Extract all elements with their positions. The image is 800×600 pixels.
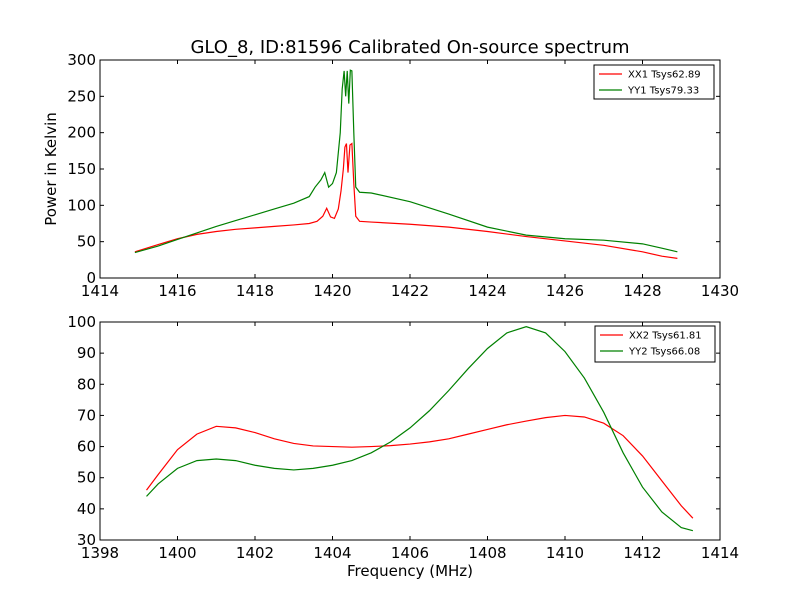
y-tick-label: 150 bbox=[67, 160, 96, 178]
top-plot-area: 1414 1416 1418 1420 1422 1424 1426 1428 1430 0 50 1… bbox=[67, 51, 739, 300]
x-tick-label: 1398 bbox=[81, 544, 119, 562]
x-tick-label: 1424 bbox=[468, 282, 506, 300]
x-tick-label: 1410 bbox=[546, 544, 584, 562]
bottom-plot-area: 1398 1400 1402 1404 1406 1408 1410 1412 1414 30 40… bbox=[67, 313, 739, 562]
series-line-yy1 bbox=[134, 69, 678, 254]
x-tick-label: 1408 bbox=[468, 544, 506, 562]
x-tick-label: 1416 bbox=[158, 282, 196, 300]
x-tick-label: 1414 bbox=[81, 282, 119, 300]
y-tick-label: 70 bbox=[77, 406, 96, 424]
legend-label: YY2 Tsys66.08 bbox=[628, 347, 700, 358]
legend-label: YY1 Tsys79.33 bbox=[627, 86, 699, 97]
series-line-xx1 bbox=[134, 142, 678, 259]
x-tick-label: 1406 bbox=[391, 544, 429, 562]
x-tick-label: 1402 bbox=[236, 544, 274, 562]
x-tick-label: 1422 bbox=[391, 282, 429, 300]
x-tick-label: 1420 bbox=[313, 282, 351, 300]
x-tick-label: 1400 bbox=[158, 544, 196, 562]
series-line-yy2 bbox=[146, 326, 694, 532]
x-tick-label: 1430 bbox=[701, 282, 739, 300]
y-tick-label: 100 bbox=[67, 313, 96, 331]
y-tick-label: 60 bbox=[77, 438, 96, 456]
legend: XX2 Tsys61.81 YY2 Tsys66.08 bbox=[594, 325, 716, 363]
legend-label: XX1 Tsys62.89 bbox=[628, 70, 701, 81]
x-tick-label: 1412 bbox=[623, 544, 661, 562]
y-tick-label: 300 bbox=[67, 51, 96, 69]
bottom-panel: Frequency (MHz) 1398 1400 1402 1404 1406 1408… bbox=[67, 313, 739, 580]
y-axis-label-top: Power in Kelvin bbox=[42, 112, 60, 226]
y-tick-label: 90 bbox=[77, 344, 96, 362]
x-tick-label: 1418 bbox=[236, 282, 274, 300]
legend-box bbox=[593, 64, 715, 100]
y-tick-label: 50 bbox=[77, 469, 96, 487]
top-panel: GLO_8, ID:81596 Calibrated On-source spe… bbox=[42, 37, 739, 300]
y-tick-label: 50 bbox=[77, 233, 96, 251]
y-tick-label: 200 bbox=[67, 124, 96, 142]
x-tick-label: 1414 bbox=[701, 544, 739, 562]
legend-label: XX2 Tsys61.81 bbox=[629, 331, 702, 342]
x-tick-label: 1404 bbox=[313, 544, 351, 562]
x-tick-label: 1428 bbox=[623, 282, 661, 300]
y-tick-label: 250 bbox=[67, 87, 96, 105]
y-tick-label: 30 bbox=[77, 531, 96, 549]
x-tick-label: 1426 bbox=[546, 282, 584, 300]
x-axis-label-bottom: Frequency (MHz) bbox=[347, 562, 473, 580]
y-tick-label: 40 bbox=[77, 500, 96, 518]
y-tick-label: 80 bbox=[77, 375, 96, 393]
y-tick-label: 100 bbox=[67, 196, 96, 214]
y-tick-label: 0 bbox=[86, 269, 96, 287]
chart-title: GLO_8, ID:81596 Calibrated On-source spe… bbox=[190, 37, 629, 58]
legend-box bbox=[594, 325, 716, 363]
legend: XX1 Tsys62.89 YY1 Tsys79.33 bbox=[593, 64, 715, 100]
series-line-xx2 bbox=[146, 414, 694, 519]
